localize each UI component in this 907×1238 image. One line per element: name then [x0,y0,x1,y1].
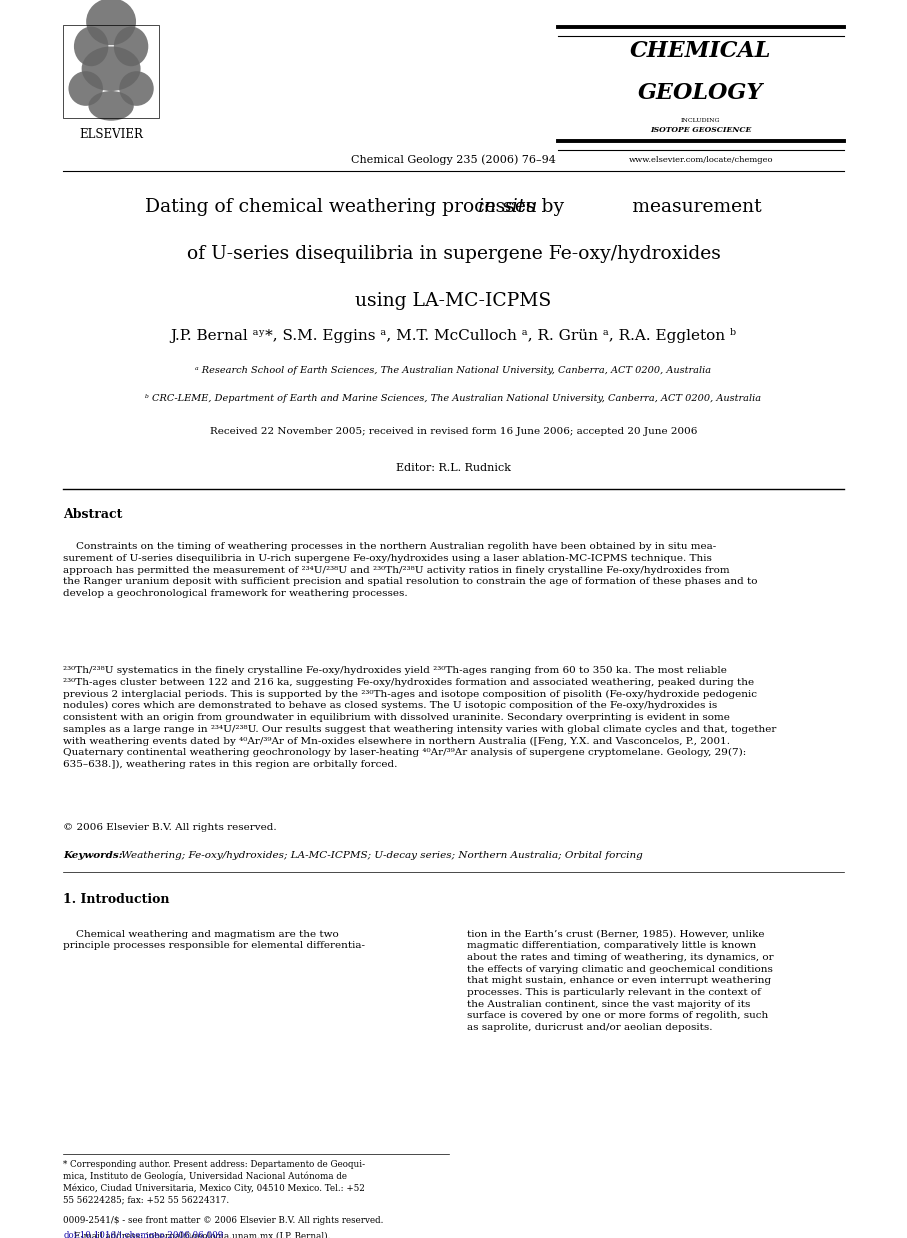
Ellipse shape [86,0,136,45]
Text: 0009-2541/$ - see front matter © 2006 Elsevier B.V. All rights reserved.: 0009-2541/$ - see front matter © 2006 El… [63,1216,384,1224]
Text: Weathering; Fe-oxy/hydroxides; LA-MC-ICPMS; U-decay series; Northern Australia; : Weathering; Fe-oxy/hydroxides; LA-MC-ICP… [118,851,643,859]
Text: 1. Introduction: 1. Introduction [63,893,170,906]
Text: tion in the Earth’s crust (Berner, 1985). However, unlike
magmatic differentiati: tion in the Earth’s crust (Berner, 1985)… [467,930,774,1032]
Text: ²³⁰Th/²³⁸U systematics in the finely crystalline Fe-oxy/hydroxides yield ²³⁰Th-a: ²³⁰Th/²³⁸U systematics in the finely cry… [63,666,777,769]
Ellipse shape [89,90,134,120]
Text: GEOLOGY: GEOLOGY [638,82,764,104]
Text: © 2006 Elsevier B.V. All rights reserved.: © 2006 Elsevier B.V. All rights reserved… [63,823,278,832]
Text: ELSEVIER: ELSEVIER [79,128,143,141]
Text: E-mail address: jpbernal@geologia.unam.mx (J.P. Bernal).: E-mail address: jpbernal@geologia.unam.m… [63,1232,331,1238]
Text: Dating of chemical weathering processes by        measurement: Dating of chemical weathering processes … [145,198,762,217]
Text: Keywords:: Keywords: [63,851,123,859]
Bar [63,25,159,118]
Text: of U-series disequilibria in supergene Fe-oxy/hydroxides: of U-series disequilibria in supergene F… [187,245,720,264]
Ellipse shape [69,71,103,106]
Text: ISOTOPE GEOSCIENCE: ISOTOPE GEOSCIENCE [650,126,751,134]
Text: J.P. Bernal ᵃʸ*, S.M. Eggins ᵃ, M.T. McCulloch ᵃ, R. Grün ᵃ, R.A. Eggleton ᵇ: J.P. Bernal ᵃʸ*, S.M. Eggins ᵃ, M.T. McC… [171,328,736,343]
Text: Received 22 November 2005; received in revised form 16 June 2006; accepted 20 Ju: Received 22 November 2005; received in r… [210,427,697,436]
Text: Abstract: Abstract [63,508,122,521]
Text: ᵇ CRC-LEME, Department of Earth and Marine Sciences, The Australian National Uni: ᵇ CRC-LEME, Department of Earth and Mari… [145,394,762,402]
Text: INCLUDING: INCLUDING [681,118,720,123]
Text: www.elsevier.com/locate/chemgeo: www.elsevier.com/locate/chemgeo [629,156,773,163]
Ellipse shape [82,46,141,92]
Text: Editor: R.L. Rudnick: Editor: R.L. Rudnick [396,463,511,473]
Text: * Corresponding author. Present address: Departamento de Geoqui-
mica, Instituto: * Corresponding author. Present address:… [63,1160,366,1205]
Ellipse shape [120,71,154,106]
Text: using LA-MC-ICPMS: using LA-MC-ICPMS [356,292,551,311]
Text: doi:10.1016/j.chemgeo.2006.06.009: doi:10.1016/j.chemgeo.2006.06.009 [63,1231,224,1238]
Text: ᵃ Research School of Earth Sciences, The Australian National University, Canberr: ᵃ Research School of Earth Sciences, The… [195,366,712,375]
Text: Chemical Geology 235 (2006) 76–94: Chemical Geology 235 (2006) 76–94 [351,155,556,166]
Text: Chemical weathering and magmatism are the two
principle processes responsible fo: Chemical weathering and magmatism are th… [63,930,366,951]
Text: Constraints on the timing of weathering processes in the northern Australian reg: Constraints on the timing of weathering … [63,542,758,598]
Text: CHEMICAL: CHEMICAL [630,40,771,62]
Text: in situ: in situ [478,198,537,217]
Ellipse shape [74,26,109,66]
Ellipse shape [114,26,149,66]
